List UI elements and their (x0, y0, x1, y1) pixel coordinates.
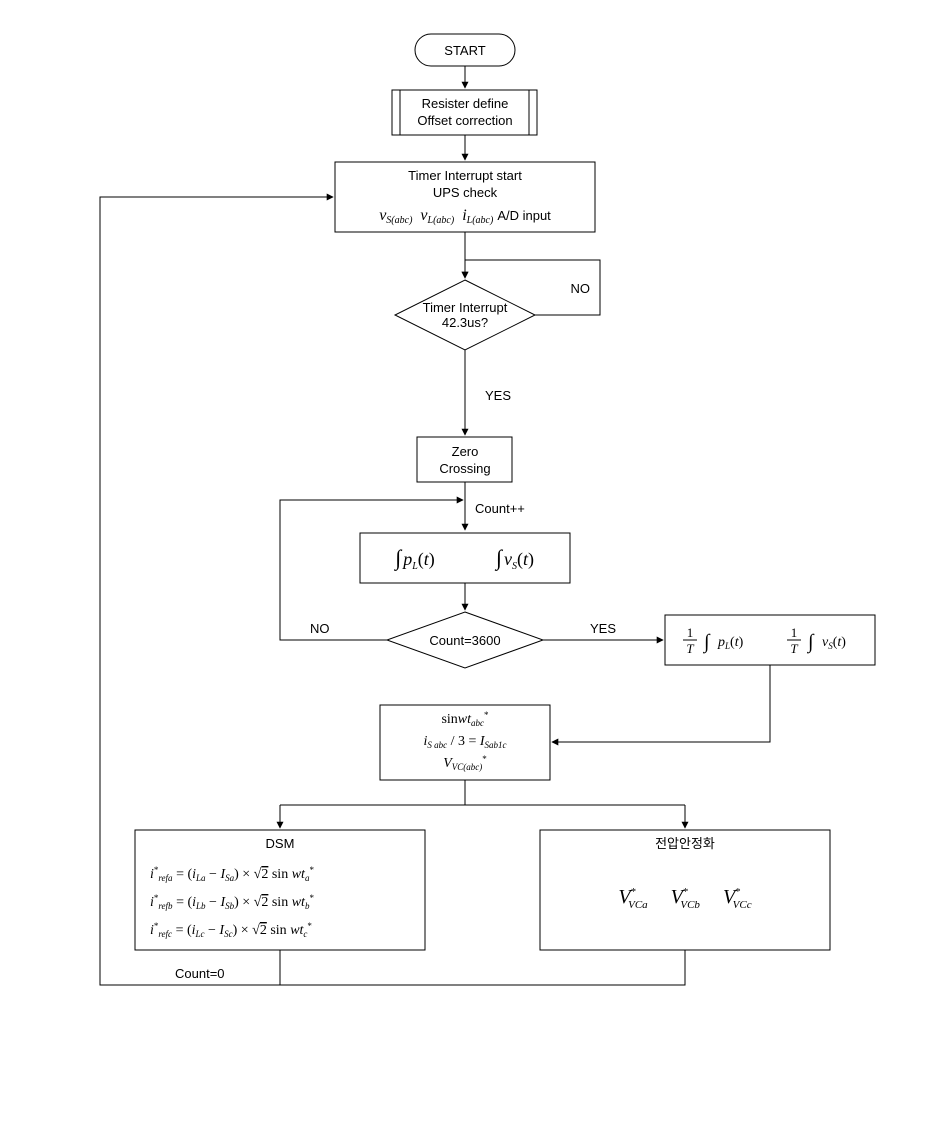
count-inc-label: Count++ (475, 501, 525, 516)
node-integrals: ∫pL(t) ∫vS(t) (360, 533, 570, 583)
dsm-title: DSM (266, 836, 295, 851)
edge-calc-split (280, 780, 685, 828)
register-line2: Offset correction (417, 113, 512, 128)
timer-dec-line2: 42.3us? (442, 315, 488, 330)
svg-text:pL(t): pL(t) (717, 635, 744, 651)
node-register: Resister define Offset correction (392, 90, 537, 135)
start-label: START (444, 43, 485, 58)
edge-zero-integrals: Count++ (465, 482, 525, 530)
node-calc-block: sinwtabc* iS abc / 3 = ISab1c VVC(abc)* (380, 705, 550, 780)
count-zero-label: Count=0 (175, 966, 225, 981)
node-timer-decision: Timer Interrupt 42.3us? (395, 280, 535, 350)
edge-countdec-yes: YES (543, 621, 663, 640)
flowchart-canvas: START Resister define Offset correction … (0, 0, 930, 1123)
count-dec-yes: YES (590, 621, 616, 636)
node-dsm: DSM i*refa = (iLa − ISa) × √2 sin wta* i… (135, 830, 425, 950)
register-line1: Resister define (422, 96, 509, 111)
timer-dec-yes: YES (485, 388, 511, 403)
node-zero-crossing: Zero Crossing (417, 437, 512, 482)
zero-line1: Zero (452, 444, 479, 459)
node-voltage-stab: 전압안정화 V*VCa V*VCb V*VCc (540, 830, 830, 950)
zero-line2: Crossing (439, 461, 490, 476)
timer-dec-no: NO (571, 281, 591, 296)
svg-text:1: 1 (791, 625, 798, 640)
node-count-decision: Count=3600 (387, 612, 543, 668)
node-start: START (415, 34, 515, 66)
edge-averages-calc (552, 665, 770, 742)
svg-text:vS(t): vS(t) (822, 635, 846, 651)
timer-dec-line1: Timer Interrupt (423, 300, 508, 315)
node-averages: 1 T ∫ pL(t) 1 T ∫ vS(t) (665, 615, 875, 665)
timerstart-line2: UPS check (433, 185, 498, 200)
svg-text:1: 1 (687, 625, 694, 640)
count-dec-label: Count=3600 (429, 633, 500, 648)
svg-text:T: T (686, 641, 694, 656)
count-dec-no: NO (310, 621, 330, 636)
svg-text:T: T (790, 641, 798, 656)
node-timer-start: Timer Interrupt start UPS check vS(abc) … (335, 162, 595, 232)
timerstart-line1: Timer Interrupt start (408, 168, 522, 183)
edge-timer-decision-yes: YES (465, 350, 511, 435)
vstab-title: 전압안정화 (655, 836, 715, 851)
edge-vstab-merge (280, 950, 685, 985)
